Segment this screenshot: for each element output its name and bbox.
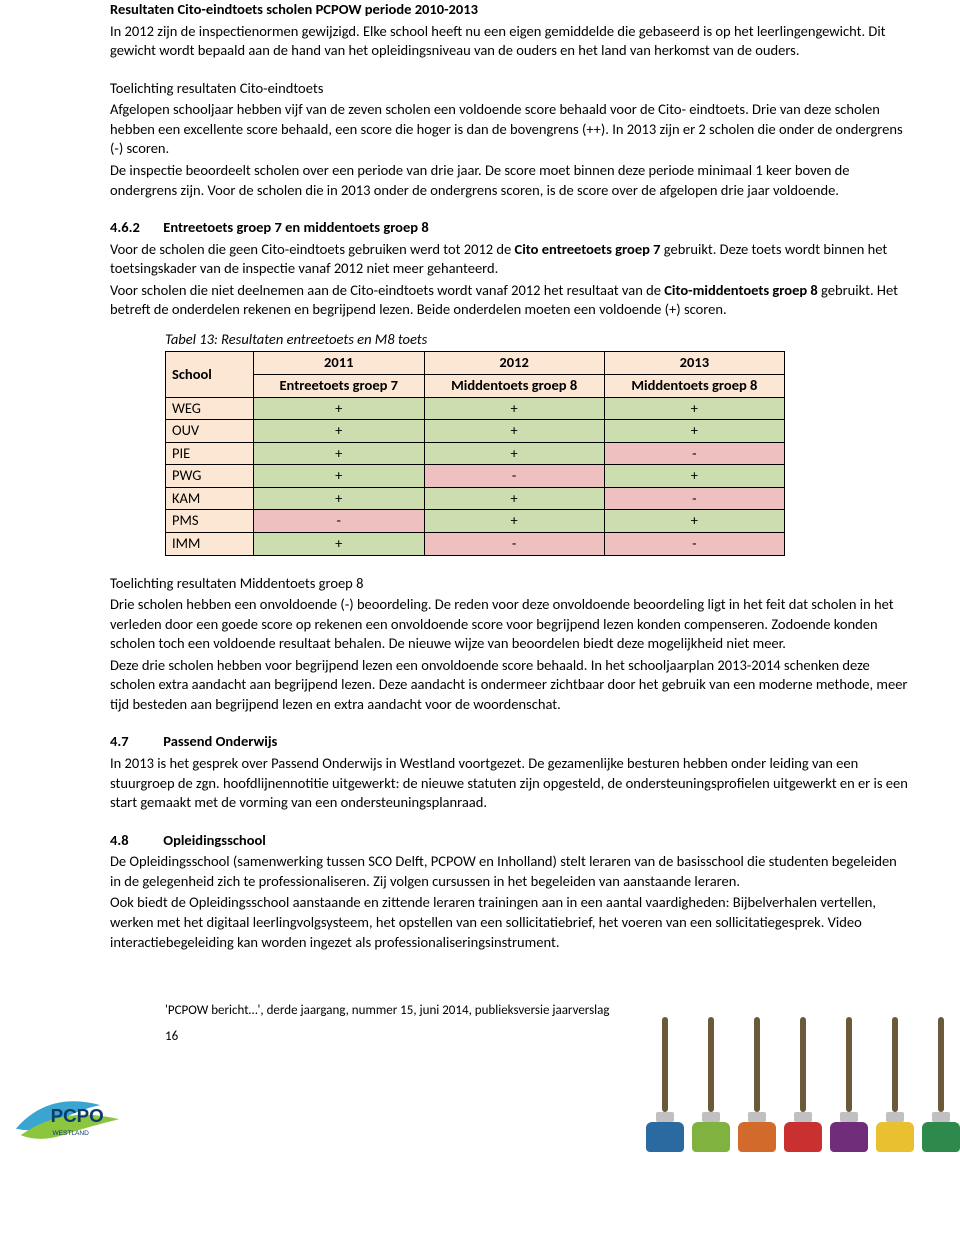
- paint-brush-icon: [738, 1017, 776, 1152]
- cell-score: +: [254, 487, 425, 510]
- table-row: IMM+--: [166, 532, 785, 555]
- pcpo-logo-icon: PCPO WESTLAND: [10, 1077, 125, 1152]
- cell-score: +: [424, 510, 604, 533]
- table-row: KAM++-: [166, 487, 785, 510]
- cell-school: IMM: [166, 532, 254, 555]
- section-48-title: Opleidingsschool: [163, 831, 266, 849]
- paragraph-cito-body1: Afgelopen schooljaar hebben vijf van de …: [110, 100, 910, 159]
- table-row: PIE++-: [166, 442, 785, 465]
- table-row: WEG+++: [166, 397, 785, 420]
- cell-score: +: [254, 397, 425, 420]
- section-462-number: 4.6.2: [110, 218, 160, 238]
- page-footer: 'PCPOW bericht…', derde jaargang, nummer…: [110, 1002, 910, 1142]
- paint-brush-icon: [876, 1017, 914, 1152]
- table-header-row-2: Entreetoets groep 7 Middentoets groep 8 …: [166, 375, 785, 398]
- paragraph-m8-head: Toelichting resultaten Middentoets groep…: [110, 574, 910, 594]
- paint-brushes-icon: [646, 1017, 960, 1152]
- cell-school: PIE: [166, 442, 254, 465]
- cell-score: +: [424, 442, 604, 465]
- paint-brush-icon: [784, 1017, 822, 1152]
- paragraph-m8-body2: Deze drie scholen hebben voor begrijpend…: [110, 656, 910, 715]
- col-school: School: [166, 352, 254, 397]
- paint-brush-icon: [922, 1017, 960, 1152]
- table-row: OUV+++: [166, 420, 785, 443]
- cell-school: PWG: [166, 465, 254, 488]
- cell-score: +: [254, 532, 425, 555]
- paragraph-m8-body1: Drie scholen hebben een onvoldoende (-) …: [110, 595, 910, 654]
- table-caption: Tabel 13: Resultaten entreetoets en M8 t…: [165, 330, 910, 350]
- section-462-title: Entreetoets groep 7 en middentoets groep…: [163, 218, 428, 236]
- section-48-number: 4.8: [110, 831, 160, 851]
- section-462-p2: Voor scholen die niet deelnemen aan de C…: [110, 281, 910, 320]
- cell-score: +: [604, 510, 784, 533]
- results-table: School 2011 2012 2013 Entreetoets groep …: [165, 351, 785, 555]
- section-47-heading: 4.7 Passend Onderwijs: [110, 732, 910, 752]
- col-2011-sub: Entreetoets groep 7: [254, 375, 425, 398]
- table-header-row-1: School 2011 2012 2013: [166, 352, 785, 375]
- section-47-number: 4.7: [110, 732, 160, 752]
- paint-brush-icon: [646, 1017, 684, 1152]
- paragraph-cito-head: Toelichting resultaten Cito-eindtoets: [110, 79, 910, 99]
- section-47-title: Passend Onderwijs: [163, 732, 277, 750]
- cell-score: +: [604, 397, 784, 420]
- table-row: PMS-++: [166, 510, 785, 533]
- cell-score: +: [424, 397, 604, 420]
- text-run: Voor scholen die niet deelnemen aan de C…: [110, 281, 664, 299]
- col-2013-sub: Middentoets groep 8: [604, 375, 784, 398]
- cell-score: +: [254, 465, 425, 488]
- cell-score: -: [424, 465, 604, 488]
- text-run-bold: Cito entreetoets groep 7: [515, 240, 661, 258]
- cell-score: -: [604, 487, 784, 510]
- cell-score: +: [604, 465, 784, 488]
- paint-brush-icon: [692, 1017, 730, 1152]
- text-run-bold: Cito-middentoets groep 8: [664, 281, 818, 299]
- table-row: PWG+-+: [166, 465, 785, 488]
- cell-score: -: [604, 532, 784, 555]
- paragraph-cito-body2: De inspectie beoordeelt scholen over een…: [110, 161, 910, 200]
- text-run: Voor de scholen die geen Cito-eindtoets …: [110, 240, 515, 258]
- cell-score: -: [254, 510, 425, 533]
- cell-score: +: [254, 420, 425, 443]
- col-2011: 2011: [254, 352, 425, 375]
- section-48-p2: Ook biedt de Opleidingsschool aanstaande…: [110, 893, 910, 952]
- section-462-heading: 4.6.2 Entreetoets groep 7 en middentoets…: [110, 218, 910, 238]
- logo-text-top: PCPO: [51, 1105, 104, 1126]
- section-462-p1: Voor de scholen die geen Cito-eindtoets …: [110, 240, 910, 279]
- cell-score: +: [604, 420, 784, 443]
- cell-school: PMS: [166, 510, 254, 533]
- cell-school: WEG: [166, 397, 254, 420]
- cell-score: -: [604, 442, 784, 465]
- logo-text-bottom: WESTLAND: [53, 1130, 90, 1137]
- section-48-p1: De Opleidingsschool (samenwerking tussen…: [110, 852, 910, 891]
- cell-score: +: [424, 420, 604, 443]
- paint-brush-icon: [830, 1017, 868, 1152]
- cell-score: -: [424, 532, 604, 555]
- col-2012-sub: Middentoets groep 8: [424, 375, 604, 398]
- cell-score: +: [254, 442, 425, 465]
- section-48-heading: 4.8 Opleidingsschool: [110, 831, 910, 851]
- doc-title: Resultaten Cito-eindtoets scholen PCPOW …: [110, 0, 910, 20]
- cell-school: KAM: [166, 487, 254, 510]
- paragraph-intro: In 2012 zijn de inspectienormen gewijzig…: [110, 22, 910, 61]
- col-2013: 2013: [604, 352, 784, 375]
- col-2012: 2012: [424, 352, 604, 375]
- cell-score: +: [424, 487, 604, 510]
- section-47-p: In 2013 is het gesprek over Passend Onde…: [110, 754, 910, 813]
- cell-school: OUV: [166, 420, 254, 443]
